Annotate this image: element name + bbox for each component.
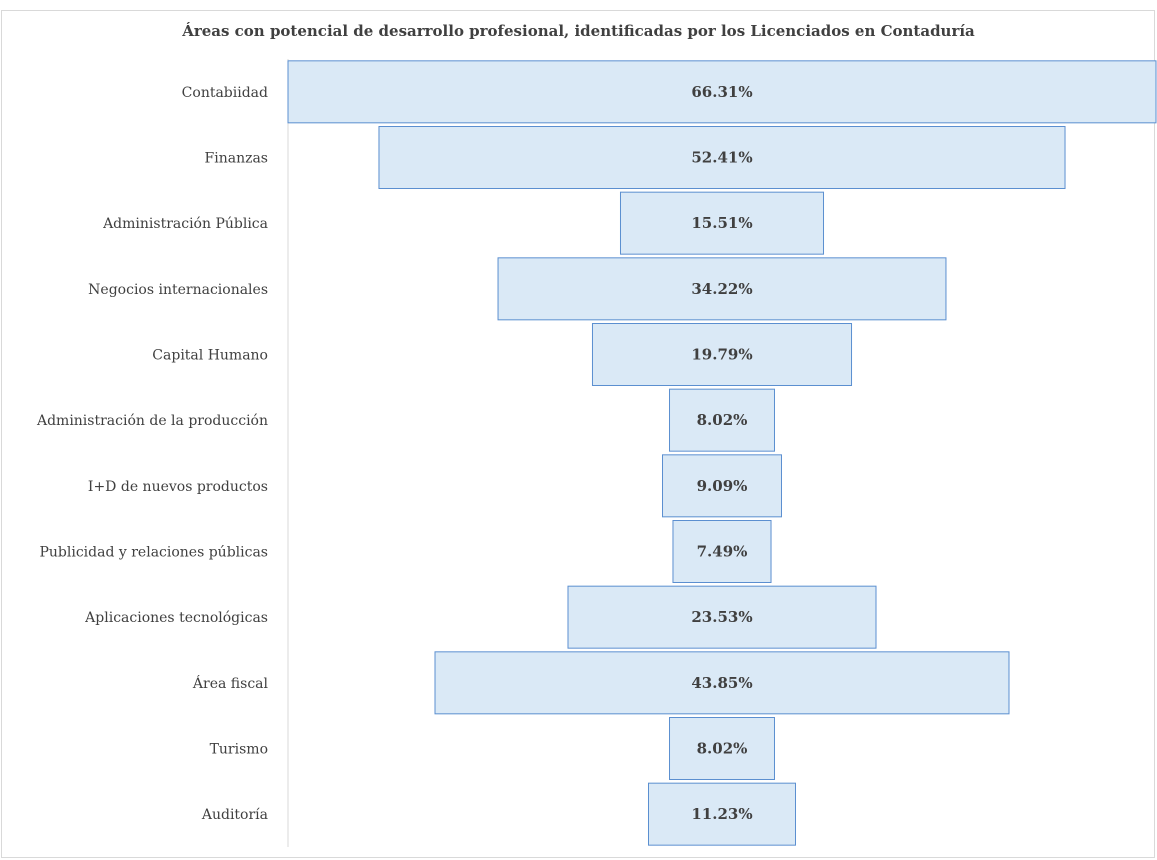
category-label-6: I+D de nuevos productos xyxy=(88,479,268,495)
data-label-0: 66.31% xyxy=(691,83,752,101)
data-label-2: 15.51% xyxy=(691,214,752,232)
bar-3 xyxy=(497,257,947,321)
bar-8 xyxy=(567,585,877,649)
data-label-7: 7.49% xyxy=(697,543,748,561)
category-label-11: Auditoría xyxy=(201,807,268,823)
category-label-3: Negocios internacionales xyxy=(88,282,268,298)
bar-5 xyxy=(669,388,775,452)
bar-9 xyxy=(434,651,1010,715)
chart-frame xyxy=(1,10,1155,858)
chart-title: Áreas con potencial de desarrollo profes… xyxy=(182,22,975,40)
bar-1 xyxy=(378,126,1066,189)
data-label-9: 43.85% xyxy=(691,674,752,692)
category-label-7: Publicidad y relaciones públicas xyxy=(39,545,268,561)
category-label-5: Administración de la producción xyxy=(36,413,268,429)
data-label-6: 9.09% xyxy=(697,477,748,495)
data-label-5: 8.02% xyxy=(697,411,748,429)
data-label-10: 8.02% xyxy=(697,740,748,758)
bar-6 xyxy=(662,454,782,518)
category-label-4: Capital Humano xyxy=(152,348,268,364)
data-label-8: 23.53% xyxy=(691,608,752,626)
category-label-10: Turismo xyxy=(210,742,268,758)
category-label-0: Contabiidad xyxy=(182,85,268,101)
category-label-8: Aplicaciones tecnológicas xyxy=(84,610,268,626)
bar-0 xyxy=(287,60,1157,124)
bar-11 xyxy=(647,782,797,846)
data-label-11: 11.23% xyxy=(691,805,752,823)
bar-10 xyxy=(669,717,775,780)
data-label-1: 52.41% xyxy=(691,149,752,167)
category-label-9: Área fiscal xyxy=(192,674,269,692)
data-label-3: 34.22% xyxy=(691,280,752,298)
category-label-2: Administración Pública xyxy=(102,216,268,232)
bar-2 xyxy=(619,191,825,255)
data-label-4: 19.79% xyxy=(691,346,752,364)
bar-4 xyxy=(591,323,853,386)
bar-7 xyxy=(672,520,772,583)
category-label-1: Finanzas xyxy=(205,151,268,167)
